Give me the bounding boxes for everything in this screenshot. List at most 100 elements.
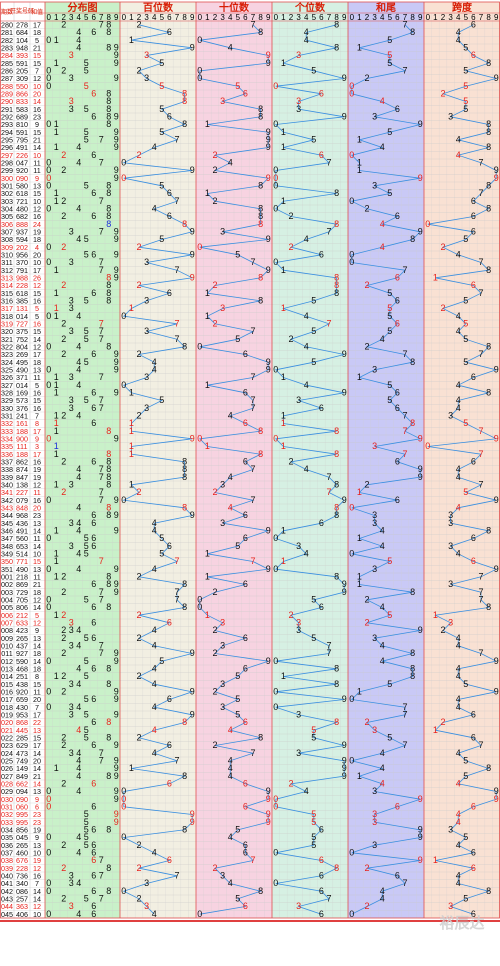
code-cell: 591 <box>16 59 28 68</box>
mark-tail: 3 <box>372 441 377 451</box>
code-cell: 659 <box>16 695 28 704</box>
dist-mark: 7 <box>99 870 104 880</box>
mark-o: 0 <box>273 686 278 696</box>
mark-h: 5 <box>159 395 164 405</box>
mark-o: 9 <box>342 73 347 83</box>
sum-cell: 8 <box>35 672 39 681</box>
dist-mark: 7 <box>99 326 104 336</box>
mark-o: 0 <box>273 433 278 443</box>
dist-mark: 2 <box>61 671 66 681</box>
dist-mark: 7 <box>99 855 104 865</box>
mark-o: 5 <box>311 326 316 336</box>
dist-mark: 1 <box>54 571 59 581</box>
mark-tail: 6 <box>395 870 400 880</box>
mark-tail: 9 <box>418 855 423 865</box>
mark-h: 8 <box>182 771 187 781</box>
sum-cell: 21 <box>33 43 41 52</box>
period-cell: 348 <box>1 542 13 551</box>
dist-mark: 4 <box>76 157 81 167</box>
mark-t: 1 <box>205 441 210 451</box>
mark-tail: 0 <box>349 88 354 98</box>
period-cell: 039 <box>1 864 13 873</box>
code-cell: 888 <box>16 220 28 229</box>
mark-tail: 8 <box>410 234 415 244</box>
dist-mark: 8 <box>106 679 111 689</box>
sum-cell: 18 <box>33 358 41 367</box>
mark-t: 1 <box>205 311 210 321</box>
mark-t: 8 <box>258 219 263 229</box>
mark-t: 0 <box>197 594 202 604</box>
mark-tail: 7 <box>402 740 407 750</box>
mark-o: 8 <box>334 19 339 29</box>
mark-o: 1 <box>281 127 286 137</box>
sum-cell: 17 <box>33 266 41 275</box>
mark-span: 3 <box>448 518 453 528</box>
mark-span: 4 <box>456 878 461 888</box>
digit-header: 0 <box>47 13 52 22</box>
dist-mark: 7 <box>99 755 104 765</box>
period-cell: 013 <box>1 664 13 673</box>
mark-tail: 1 <box>357 165 362 175</box>
mark-tail: 6 <box>395 295 400 305</box>
sum-cell: 18 <box>33 649 41 658</box>
period-cell: 283 <box>1 43 13 52</box>
mark-h: 1 <box>129 441 134 451</box>
code-cell: 104 <box>16 36 28 45</box>
mark-o: 1 <box>281 196 286 206</box>
mark-tail: 4 <box>380 748 385 758</box>
dist-mark: 4 <box>76 725 81 735</box>
dist-mark: 1 <box>54 380 59 390</box>
mark-span: 6 <box>471 863 476 873</box>
sum-cell: 17 <box>33 427 41 436</box>
mark-o: 1 <box>281 265 286 275</box>
mark-h: 7 <box>174 755 179 765</box>
digit-header: 2 <box>213 13 218 22</box>
period-cell: 033 <box>1 818 13 827</box>
digit-header: 9 <box>494 13 499 22</box>
sum-cell: 14 <box>33 143 41 152</box>
mark-h: 5 <box>159 81 164 91</box>
mark-o: 5 <box>311 594 316 604</box>
code-cell: 866 <box>16 89 28 98</box>
mark-h: 4 <box>152 525 157 535</box>
code-cell: 491 <box>16 526 28 535</box>
dist-mark: 3 <box>69 617 74 627</box>
code-cell: 988 <box>16 273 28 282</box>
mark-span: 4 <box>456 403 461 413</box>
mark-tail: 7 <box>402 426 407 436</box>
mark-t: 3 <box>220 617 225 627</box>
mark-h: 8 <box>182 96 187 106</box>
dist-mark: 0 <box>46 886 51 896</box>
mark-h: 7 <box>174 556 179 566</box>
mark-tail: 1 <box>357 771 362 781</box>
dist-mark: 7 <box>99 157 104 167</box>
mark-t: 6 <box>243 349 248 359</box>
sum-cell: 7 <box>35 703 39 712</box>
mark-h: 5 <box>159 656 164 666</box>
mark-span: 5 <box>463 295 468 305</box>
digit-header: 0 <box>122 13 127 22</box>
period-cell: 040 <box>1 871 13 880</box>
dist-mark: 6 <box>91 387 96 397</box>
period-cell: 289 <box>1 89 13 98</box>
mark-o: 0 <box>273 203 278 213</box>
section-title-h: 百位数 <box>143 1 174 14</box>
dist-mark: 9 <box>114 42 119 52</box>
dist-mark: 9 <box>114 50 119 60</box>
dist-mark: 3 <box>69 679 74 689</box>
dist-mark: 2 <box>61 571 66 581</box>
period-cell: 010 <box>1 641 13 650</box>
mark-h: 1 <box>129 449 134 459</box>
period-cell: 026 <box>1 764 13 773</box>
mark-h: 2 <box>136 610 141 620</box>
dist-mark: 1 <box>54 449 59 459</box>
mark-tail: 6 <box>395 272 400 282</box>
mark-t: 9 <box>266 786 271 796</box>
mark-h: 1 <box>129 763 134 773</box>
mark-o: 4 <box>304 786 309 796</box>
dist-mark: 8 <box>106 288 111 298</box>
dist-mark: 4 <box>76 464 81 474</box>
mark-o: 1 <box>281 410 286 420</box>
mark-span: 4 <box>456 671 461 681</box>
dist-mark: 5 <box>84 732 89 742</box>
